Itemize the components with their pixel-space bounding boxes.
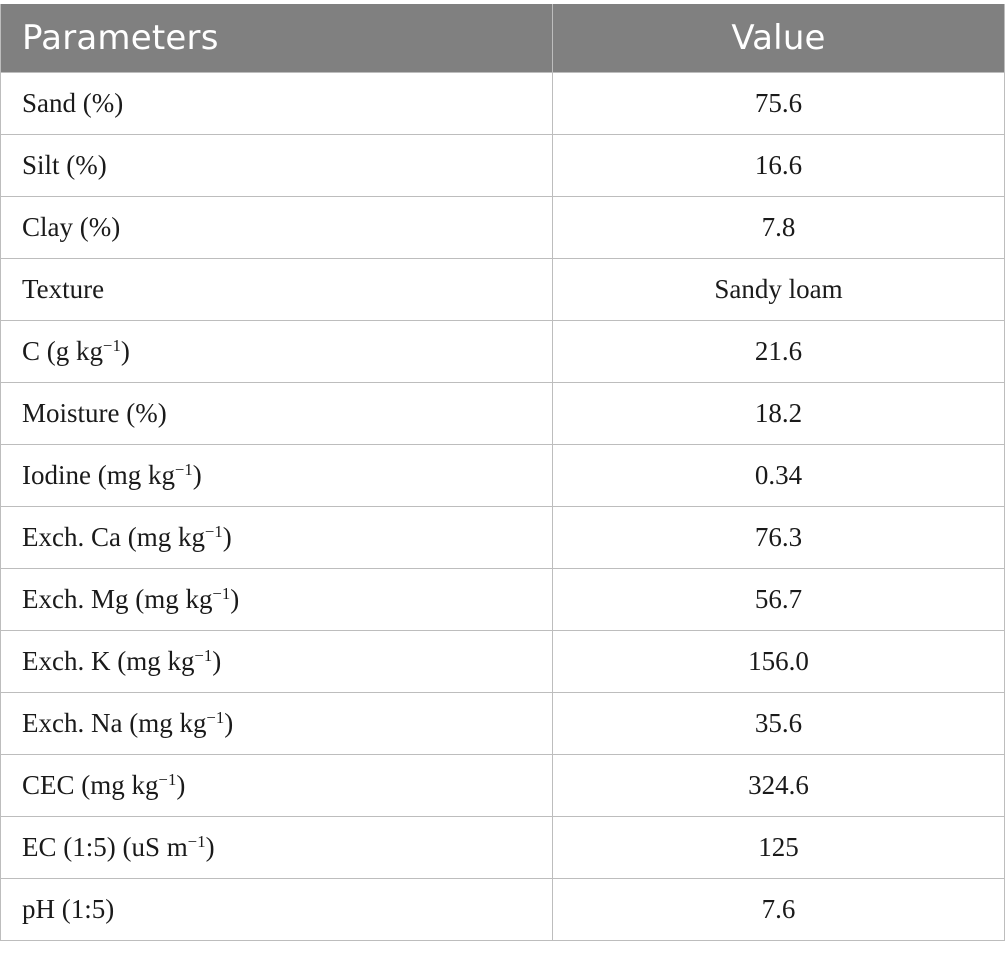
value-cell: 75.6 bbox=[552, 72, 1005, 135]
table-row: Clay (%) 7.8 bbox=[0, 196, 1005, 259]
parameter-cell: Exch. Mg (mg kg−1) bbox=[0, 568, 553, 631]
parameter-cell: Silt (%) bbox=[0, 134, 553, 197]
parameter-cell: Exch. Na (mg kg−1) bbox=[0, 692, 553, 755]
value-cell: 156.0 bbox=[552, 630, 1005, 693]
value-cell: 35.6 bbox=[552, 692, 1005, 755]
table-row: CEC (mg kg−1) 324.6 bbox=[0, 754, 1005, 817]
table-row: Sand (%) 75.6 bbox=[0, 72, 1005, 135]
parameter-cell: Sand (%) bbox=[0, 72, 553, 135]
header-parameters: Parameters bbox=[0, 4, 553, 73]
table-row: Silt (%) 16.6 bbox=[0, 134, 1005, 197]
parameter-cell: C (g kg−1) bbox=[0, 320, 553, 383]
parameter-cell: Iodine (mg kg−1) bbox=[0, 444, 553, 507]
table-row: pH (1:5) 7.6 bbox=[0, 878, 1005, 941]
value-cell: Sandy loam bbox=[552, 258, 1005, 321]
header-row: Parameters Value bbox=[0, 4, 1005, 73]
table-row: Exch. Mg (mg kg−1) 56.7 bbox=[0, 568, 1005, 631]
value-cell: 76.3 bbox=[552, 506, 1005, 569]
value-cell: 7.6 bbox=[552, 878, 1005, 941]
parameter-cell: CEC (mg kg−1) bbox=[0, 754, 553, 817]
value-cell: 18.2 bbox=[552, 382, 1005, 445]
parameter-cell: Clay (%) bbox=[0, 196, 553, 259]
table-header: Parameters Value bbox=[0, 4, 1005, 73]
value-cell: 16.6 bbox=[552, 134, 1005, 197]
table-body: Sand (%) 75.6 Silt (%) 16.6 Clay (%) 7.8… bbox=[0, 72, 1005, 941]
value-cell: 125 bbox=[552, 816, 1005, 879]
value-cell: 324.6 bbox=[552, 754, 1005, 817]
table-row: Moisture (%) 18.2 bbox=[0, 382, 1005, 445]
parameter-cell: Exch. K (mg kg−1) bbox=[0, 630, 553, 693]
parameter-cell: Exch. Ca (mg kg−1) bbox=[0, 506, 553, 569]
table-row: Texture Sandy loam bbox=[0, 258, 1005, 321]
parameter-cell: Moisture (%) bbox=[0, 382, 553, 445]
table-row: Exch. K (mg kg−1) 156.0 bbox=[0, 630, 1005, 693]
value-cell: 56.7 bbox=[552, 568, 1005, 631]
table-row: EC (1:5) (uS m−1) 125 bbox=[0, 816, 1005, 879]
header-value: Value bbox=[552, 4, 1005, 73]
value-cell: 7.8 bbox=[552, 196, 1005, 259]
table-row: Exch. Na (mg kg−1) 35.6 bbox=[0, 692, 1005, 755]
table-row: Exch. Ca (mg kg−1) 76.3 bbox=[0, 506, 1005, 569]
table-row: Iodine (mg kg−1) 0.34 bbox=[0, 444, 1005, 507]
parameter-cell: Texture bbox=[0, 258, 553, 321]
parameter-cell: EC (1:5) (uS m−1) bbox=[0, 816, 553, 879]
table-row: C (g kg−1) 21.6 bbox=[0, 320, 1005, 383]
value-cell: 0.34 bbox=[552, 444, 1005, 507]
soil-parameters-table: Parameters Value Sand (%) 75.6 Silt (%) … bbox=[0, 4, 1005, 941]
value-cell: 21.6 bbox=[552, 320, 1005, 383]
parameter-cell: pH (1:5) bbox=[0, 878, 553, 941]
